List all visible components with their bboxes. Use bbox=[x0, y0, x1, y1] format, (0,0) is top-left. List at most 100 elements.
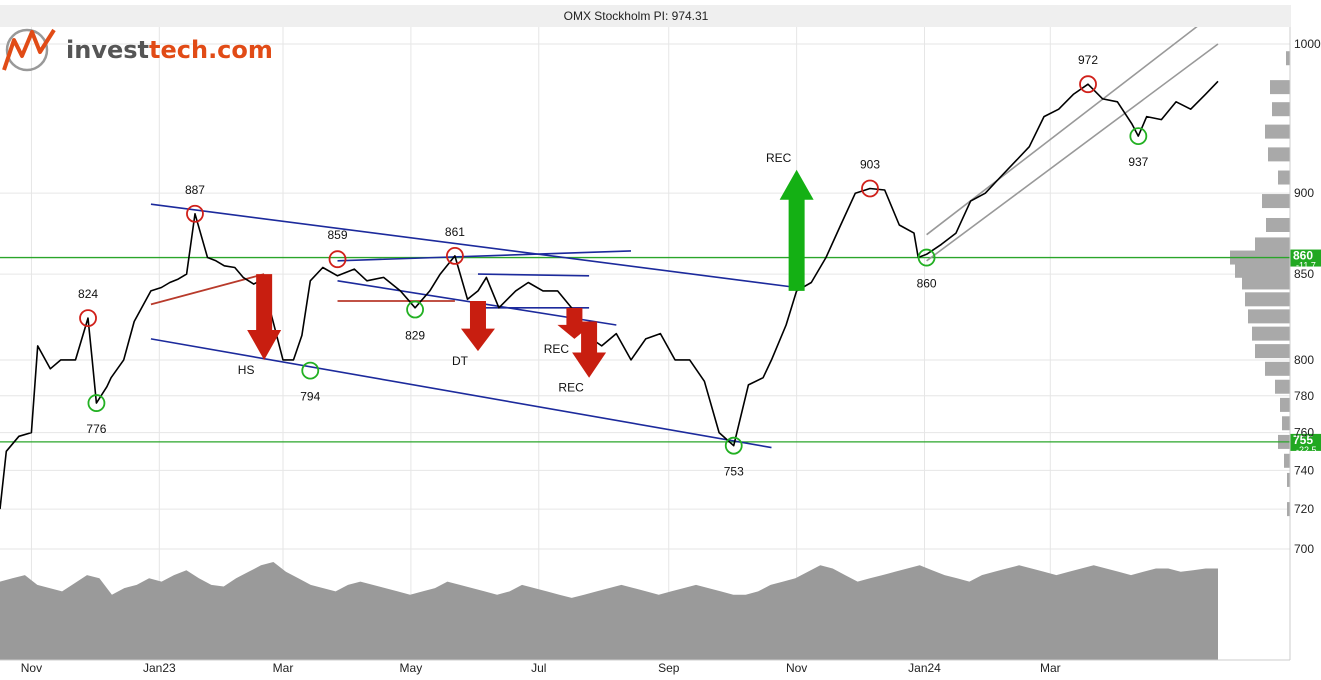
volume-area bbox=[0, 562, 1218, 660]
turning-point-label: 859 bbox=[328, 228, 348, 242]
turning-point-label: 861 bbox=[445, 225, 465, 239]
turning-point-label: 860 bbox=[917, 277, 937, 291]
turning-point-label: 824 bbox=[78, 287, 98, 301]
volume-profile-bar bbox=[1266, 217, 1290, 232]
volume-profile-bar bbox=[1252, 326, 1290, 341]
logo-mark-icon bbox=[2, 28, 56, 72]
x-tick-label: Nov bbox=[786, 661, 807, 675]
signal-label: HS bbox=[238, 363, 255, 377]
y-tick-label: 720 bbox=[1294, 502, 1314, 516]
x-tick-label: Mar bbox=[273, 661, 294, 675]
logo-text-tech: tech.com bbox=[149, 36, 273, 64]
turning-point-marker bbox=[328, 250, 347, 269]
turning-point-label: 829 bbox=[405, 329, 425, 343]
volume-profile-bar bbox=[1287, 472, 1290, 487]
volume-profile-bar bbox=[1265, 124, 1290, 139]
volume-profile-bar bbox=[1248, 309, 1290, 324]
y-tick-label: 700 bbox=[1294, 542, 1314, 556]
turning-point-marker bbox=[446, 246, 464, 265]
support-sub-label: -11.7 bbox=[1296, 261, 1316, 271]
x-tick-label: Sep bbox=[658, 661, 680, 675]
trend-line bbox=[150, 203, 797, 289]
x-tick-label: Nov bbox=[21, 661, 42, 675]
x-tick-label: Jan23 bbox=[143, 661, 176, 675]
y-tick-label: 780 bbox=[1294, 389, 1314, 403]
price-line bbox=[0, 80, 1219, 510]
turning-point-label: 794 bbox=[300, 390, 320, 404]
turning-point-marker bbox=[406, 300, 424, 319]
turning-point-marker bbox=[917, 248, 936, 267]
signal-arrow bbox=[460, 301, 495, 352]
axes: 700 720 740 760 780 800 850 900 1000 Nov Jan23 Mar M… bbox=[0, 27, 1321, 675]
volume-profile-bar bbox=[1284, 453, 1290, 468]
turning-points: 824 776 887 794 859 829 861 753 903 860 972 937 bbox=[78, 53, 1149, 478]
y-tick-label: 760 bbox=[1294, 426, 1314, 440]
y-tick-label: 900 bbox=[1294, 186, 1314, 200]
volume-profile-bar bbox=[1286, 51, 1290, 66]
signal-label: REC bbox=[766, 151, 792, 165]
volume-profile-bar bbox=[1272, 102, 1290, 117]
trend-line bbox=[337, 250, 632, 262]
turning-point-marker bbox=[1129, 127, 1148, 146]
x-tick-label: Jan24 bbox=[908, 661, 941, 675]
volume-profile-bar bbox=[1255, 344, 1290, 359]
grid bbox=[0, 27, 1290, 660]
signal-arrow bbox=[247, 274, 282, 360]
signal-label: DT bbox=[452, 354, 469, 368]
volume-profile-bar bbox=[1278, 170, 1290, 185]
support-label: 860 bbox=[1293, 249, 1313, 263]
y-tick-label: 850 bbox=[1294, 267, 1314, 281]
turning-point-marker bbox=[724, 436, 743, 455]
signal-label: REC bbox=[558, 381, 584, 395]
y-tick-label: 1000 bbox=[1294, 37, 1321, 51]
volume-profile-bar bbox=[1262, 194, 1290, 209]
svg-text:investtech.com: investtech.com bbox=[66, 36, 273, 64]
volume-profile-bar bbox=[1282, 416, 1290, 431]
trend-line bbox=[477, 273, 590, 277]
turning-point-label: 937 bbox=[1128, 155, 1148, 169]
turning-point-label: 903 bbox=[860, 157, 880, 171]
volume-profile-bar bbox=[1280, 397, 1290, 412]
chart-title: OMX Stockholm PI: 974.31 bbox=[564, 9, 709, 23]
price-line-layer bbox=[0, 80, 1219, 510]
support-badge bbox=[1290, 433, 1321, 451]
trend-line bbox=[926, 43, 1219, 262]
y-tick-label: 800 bbox=[1294, 353, 1314, 367]
trend-line bbox=[150, 338, 772, 449]
turning-point-label: 776 bbox=[86, 422, 106, 436]
trend-line bbox=[926, 9, 1219, 236]
turning-point-marker bbox=[186, 204, 204, 223]
volume-profile-bar bbox=[1275, 379, 1290, 394]
x-tick-label: Jul bbox=[531, 661, 546, 675]
signal-arrow bbox=[572, 321, 607, 378]
turning-point-marker bbox=[861, 179, 879, 198]
volume-area-shape bbox=[0, 562, 1218, 660]
volume-profile-bar bbox=[1245, 292, 1290, 307]
x-tick-label: Mar bbox=[1040, 661, 1061, 675]
y-tick-label: 740 bbox=[1294, 463, 1314, 477]
plot-background bbox=[0, 27, 1290, 660]
signal-label: REC bbox=[544, 342, 570, 356]
turning-point-label: 972 bbox=[1078, 53, 1098, 67]
logo: investtech.com bbox=[2, 28, 273, 72]
turning-point-label: 753 bbox=[724, 465, 744, 479]
x-tick-label: May bbox=[400, 661, 423, 675]
support-badge bbox=[1290, 249, 1321, 267]
signal-arrows: HS DT REC REC REC bbox=[238, 151, 814, 395]
support-sub-label: -22.5 bbox=[1296, 445, 1317, 455]
turning-point-marker bbox=[1079, 75, 1097, 94]
volume-profile-bar bbox=[1265, 361, 1290, 376]
turning-point-marker bbox=[87, 394, 106, 412]
title-bar bbox=[0, 5, 1291, 27]
volume-profile-bar bbox=[1255, 237, 1290, 252]
volume-profile-bar bbox=[1242, 275, 1290, 290]
turning-point-marker bbox=[301, 361, 320, 380]
volume-profile bbox=[1230, 51, 1290, 517]
turning-point-label: 887 bbox=[185, 183, 205, 197]
volume-profile-bar bbox=[1270, 80, 1290, 95]
volume-profile-bar bbox=[1287, 502, 1290, 517]
turning-point-marker bbox=[79, 309, 97, 327]
signal-arrow bbox=[779, 169, 814, 291]
